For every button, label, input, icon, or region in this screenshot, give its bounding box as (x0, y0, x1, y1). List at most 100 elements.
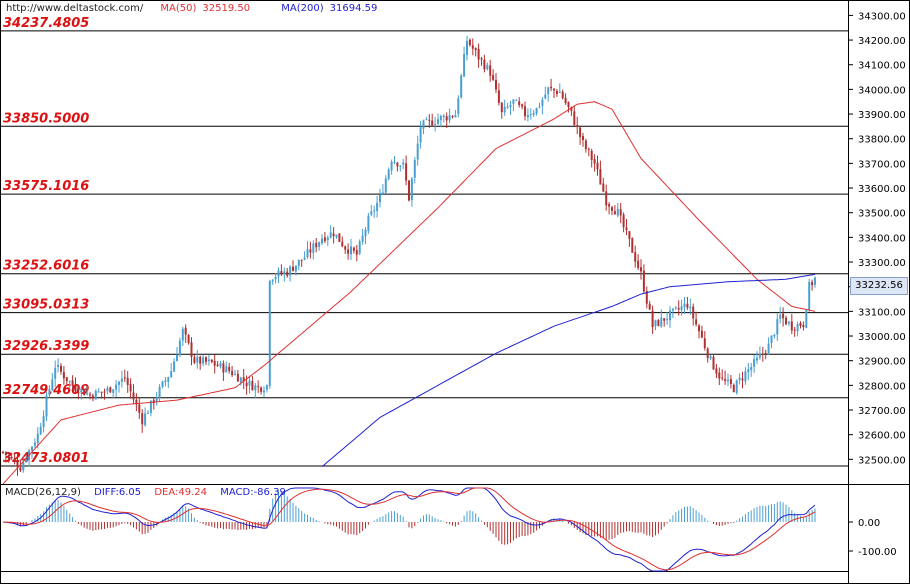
candle-body (242, 377, 245, 382)
candle-body (506, 106, 509, 108)
candle-body (335, 234, 338, 238)
candle-body (619, 209, 622, 216)
candle-body (254, 385, 257, 391)
candle-body (671, 308, 674, 311)
candle-body (590, 150, 593, 160)
candle-body (425, 119, 428, 121)
candle-body (83, 389, 86, 396)
candle-body (567, 102, 570, 108)
candle-body (674, 307, 677, 309)
candle-body (683, 303, 686, 308)
candle-body (402, 162, 405, 165)
candle-body (660, 317, 663, 327)
candle-body (715, 368, 718, 374)
candle-body (207, 359, 210, 362)
candle-body (147, 412, 149, 414)
candle-body (161, 381, 164, 387)
candle-body (535, 107, 538, 114)
candle-body (115, 384, 118, 390)
candle-body (680, 306, 683, 311)
candle-body (187, 334, 190, 343)
candle-body (222, 363, 225, 373)
candle-body (468, 39, 471, 46)
candle-body (616, 208, 619, 216)
candle-body (350, 246, 352, 255)
candle-body (129, 383, 132, 392)
candle-body (695, 319, 698, 325)
candle-body (703, 338, 706, 349)
candle-body (213, 361, 216, 366)
candle-body (802, 325, 805, 328)
price-tick-label: 33600.00 (858, 184, 906, 195)
candle-body (611, 207, 613, 211)
candle-body (202, 357, 205, 364)
macd-dea: DEA:49.24 (154, 487, 208, 498)
candle-body (805, 310, 808, 328)
candle-body (761, 353, 764, 355)
candle-body (648, 303, 651, 310)
candle-body (689, 306, 692, 309)
candle-body (173, 361, 176, 372)
candle-body (300, 259, 303, 261)
candle-body (428, 119, 431, 121)
candle-body (68, 381, 71, 383)
candle-body (271, 279, 274, 282)
price-tick-label: 32600.00 (858, 431, 906, 442)
candle-body (91, 395, 94, 399)
candle-body (764, 352, 767, 354)
candle-body (347, 249, 350, 254)
price-tick-label: 33500.00 (858, 209, 906, 220)
candle-body (776, 318, 779, 335)
candle-body (19, 467, 22, 471)
price-tick-label: 32800.00 (858, 381, 906, 392)
level-label: 33575.1016 (3, 179, 89, 194)
level-label: 32749.4609 (3, 383, 89, 398)
price-tick-label: 33000.00 (858, 332, 906, 343)
candle-body (13, 458, 16, 461)
candle-body (790, 321, 793, 331)
price-tick-label: 33700.00 (858, 159, 906, 170)
candle-body (352, 247, 355, 251)
candle-body (698, 325, 700, 332)
candle-body (582, 136, 584, 140)
candle-body (338, 233, 341, 242)
candle-body (77, 391, 80, 394)
candle-body (245, 382, 248, 387)
ma50-name: MA(50) (160, 3, 197, 14)
candle-body (550, 86, 553, 89)
candle-body (584, 140, 587, 149)
candle-body (239, 377, 242, 383)
candle-body (54, 367, 57, 379)
candle-body (274, 277, 277, 280)
candle-body (738, 377, 741, 380)
candle-body (283, 271, 286, 275)
price-tick-label: 33800.00 (858, 135, 906, 146)
candle-body (495, 79, 497, 90)
candle-body (263, 390, 265, 393)
candle-body (605, 191, 608, 206)
candle-body (700, 330, 703, 338)
candle-body (193, 357, 196, 363)
candle-body (457, 98, 460, 114)
candle-body (312, 243, 315, 253)
candle-body (355, 250, 358, 255)
candle-body (437, 119, 439, 124)
candle-body (265, 385, 268, 390)
candle-body (622, 214, 625, 228)
candle-body (190, 342, 193, 357)
candle-body (248, 380, 251, 386)
candle-body (4, 452, 7, 455)
candle-body (416, 143, 419, 160)
candle-body (170, 370, 173, 378)
candle-body (268, 280, 271, 386)
candle-body (405, 163, 408, 181)
site-url[interactable]: http://www.deltastock.com/ (6, 3, 144, 14)
level-label: 33095.0313 (3, 298, 89, 313)
candle-body (42, 416, 45, 427)
candle-body (587, 148, 590, 150)
candle-body (637, 260, 640, 268)
candle-body (326, 237, 329, 240)
price-tick-label: 34000.00 (858, 85, 906, 96)
candle-body (33, 442, 36, 446)
